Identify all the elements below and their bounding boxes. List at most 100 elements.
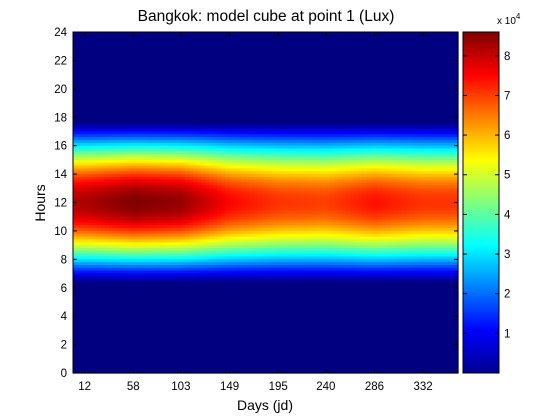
heatmap-cell <box>113 304 118 309</box>
heatmap-cell <box>213 196 218 201</box>
heatmap-cell <box>101 71 106 76</box>
heatmap-cell <box>157 54 162 59</box>
heatmap-cell <box>77 142 82 147</box>
heatmap-cell <box>237 94 243 98</box>
heatmap-cell <box>185 157 190 161</box>
heatmap-cell <box>201 154 206 158</box>
heatmap-cell <box>217 105 222 110</box>
heatmap-cell <box>121 46 126 50</box>
heatmap-cell <box>73 287 78 292</box>
heatmap-cell <box>225 100 231 104</box>
heatmap-cell <box>85 139 90 144</box>
heatmap-cell <box>197 256 202 260</box>
heatmap-cell <box>101 131 106 135</box>
heatmap-cell <box>113 307 118 312</box>
heatmap-cell <box>89 347 94 351</box>
heatmap-cell <box>157 168 162 172</box>
heatmap-cell <box>97 233 102 238</box>
heatmap-cell <box>201 174 206 178</box>
heatmap-cell <box>121 250 126 255</box>
heatmap-cell <box>93 88 98 93</box>
heatmap-cell <box>169 63 174 67</box>
heatmap-cell <box>133 191 138 195</box>
heatmap-cell <box>173 139 178 144</box>
heatmap-cell <box>77 32 82 36</box>
heatmap-cell <box>189 46 194 50</box>
heatmap-cell <box>237 114 243 118</box>
heatmap-cell <box>165 193 170 198</box>
heatmap-cell <box>85 307 90 312</box>
heatmap-cell <box>237 228 243 232</box>
heatmap-cell <box>193 233 198 238</box>
heatmap-cell <box>185 77 190 81</box>
heatmap-cell <box>93 185 98 189</box>
heatmap-cell <box>205 151 210 155</box>
heatmap-cell <box>161 57 166 62</box>
heatmap-cell <box>233 182 239 187</box>
heatmap-cell <box>125 270 130 275</box>
heatmap-cell <box>205 83 210 87</box>
heatmap-cell <box>205 370 210 374</box>
heatmap-cell <box>77 236 82 241</box>
heatmap-cell <box>89 228 94 232</box>
heatmap-cell <box>201 333 206 337</box>
heatmap-cell <box>109 213 114 218</box>
heatmap-cell <box>153 34 158 39</box>
heatmap-cell <box>169 174 174 178</box>
heatmap-cell <box>117 88 122 93</box>
heatmap-cell <box>109 230 114 235</box>
heatmap-cell <box>205 290 210 295</box>
heatmap-cell <box>201 253 206 258</box>
heatmap-cell <box>209 151 214 155</box>
heatmap-cell <box>105 162 110 167</box>
heatmap-cell <box>153 287 158 292</box>
heatmap-cell <box>133 276 138 280</box>
heatmap-cell <box>137 34 142 39</box>
heatmap-cell <box>233 213 239 218</box>
heatmap-cell <box>221 168 226 172</box>
heatmap-cell <box>165 355 170 360</box>
heatmap-cell <box>197 270 202 275</box>
heatmap-cell <box>133 37 138 42</box>
heatmap-cell <box>113 57 118 62</box>
heatmap-cell <box>217 208 222 212</box>
heatmap-cell <box>201 199 206 204</box>
heatmap-cell <box>221 37 226 42</box>
heatmap-cell <box>125 85 130 90</box>
heatmap-cell <box>129 105 134 110</box>
heatmap-cell <box>105 66 110 70</box>
heatmap-cell <box>117 293 122 297</box>
heatmap-cell <box>201 327 206 331</box>
heatmap-cell <box>113 270 118 275</box>
heatmap-cell <box>153 344 158 349</box>
heatmap-cell <box>193 165 198 169</box>
heatmap-cell <box>189 287 194 292</box>
heatmap-cell <box>177 188 182 192</box>
heatmap-cell <box>141 85 146 90</box>
heatmap-cell <box>197 358 202 363</box>
heatmap-cell <box>165 361 170 366</box>
heatmap-cell <box>81 100 86 104</box>
heatmap-cell <box>149 151 154 155</box>
heatmap-cell <box>85 327 90 331</box>
heatmap-cell <box>165 321 170 326</box>
heatmap-cell <box>77 162 82 167</box>
heatmap-cell <box>97 236 102 241</box>
heatmap-cell <box>153 128 158 133</box>
heatmap-cell <box>177 60 182 64</box>
heatmap-cell <box>197 60 202 64</box>
heatmap-cell <box>149 122 154 127</box>
heatmap-cell <box>105 265 110 269</box>
heatmap-cell <box>109 137 114 141</box>
heatmap-cell <box>73 225 78 229</box>
heatmap-cell <box>149 250 154 255</box>
heatmap-cell <box>105 319 110 323</box>
heatmap-cell <box>145 245 150 249</box>
heatmap-cell <box>89 216 94 221</box>
heatmap-cell <box>145 290 150 295</box>
heatmap-cell <box>213 364 218 368</box>
heatmap-cell <box>97 301 102 306</box>
heatmap-cell <box>181 290 186 295</box>
heatmap-cell <box>125 341 130 346</box>
heatmap-cell <box>157 282 162 286</box>
